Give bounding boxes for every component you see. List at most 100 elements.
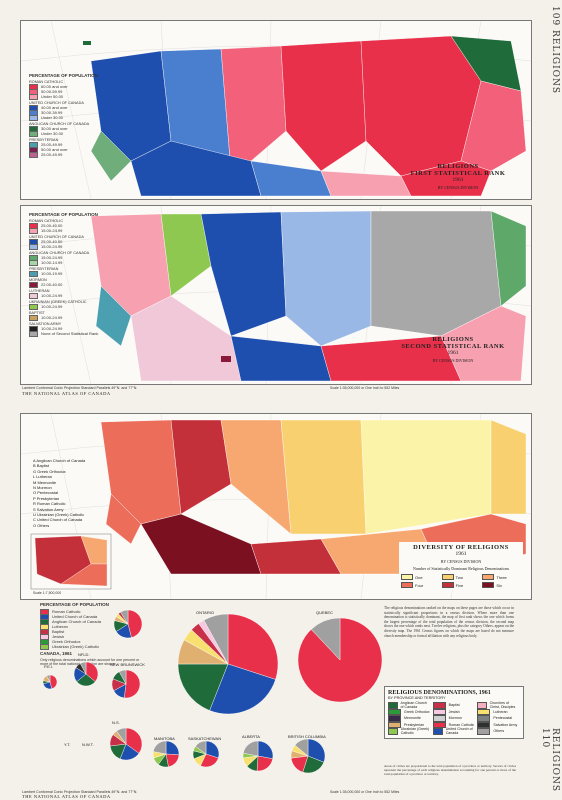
pies-legend-label: Lutheran (52, 624, 68, 629)
pie-slice-ontario (203, 613, 229, 665)
pie-slice-british-columbia (307, 738, 326, 763)
map2-legend-item: 10.00-24.99 (29, 292, 98, 299)
denomination-item: S Salvation Army (33, 506, 64, 512)
map2-swatch (29, 330, 38, 337)
pies-legend-label: Greek Orthodox (52, 639, 81, 644)
pie-slice-manitoba (152, 740, 167, 755)
map2-title: RELIGIONS SECOND STATISTICAL RANK 1961 B… (393, 336, 513, 363)
canada-note: Only religious denominations which accou… (40, 658, 140, 667)
rd-legend-item: Baptist (432, 702, 476, 709)
rd-legend-item: Others (477, 728, 520, 735)
pie-slice-alberta (257, 740, 274, 760)
map2-swatch (29, 292, 38, 299)
label-yt: Y.T. (64, 742, 71, 747)
label-bc: BRITISH COLUMBIA (288, 734, 326, 739)
denomination-item: U Ukrainian (Greek) Catholic (33, 512, 85, 518)
credit-bottom: Lambert Conformal Conic Projection Stand… (22, 790, 138, 794)
map2-swatch (29, 314, 38, 321)
pie-slice-p-e-i (49, 674, 58, 690)
label-nfld: NFLD. (78, 652, 90, 657)
pie-slice-new-brunswick (118, 669, 127, 685)
map1-legend-item: Under 30.00 (29, 114, 98, 121)
rd-footnote: Areas of circles are proportional to the… (384, 764, 516, 776)
map2-legend-label: 10.00-14.99 (41, 260, 63, 265)
pie-slice-alberta (256, 755, 273, 772)
label-sask: SASKATCHEWAN (188, 736, 222, 741)
rd-legend-label: Presbyterian (404, 722, 425, 727)
pies-legend-label: Ukrainian (Greek) Catholic (52, 644, 100, 649)
rd-swatch (477, 715, 491, 722)
atlas-top: THE NATIONAL ATLAS OF CANADA (22, 391, 111, 396)
pies-legend-label: United Church of Canada (52, 614, 98, 619)
rd-swatch (432, 715, 446, 722)
rd-swatch (388, 708, 401, 715)
map1-swatch (29, 114, 38, 121)
diversity-swatch (482, 574, 495, 580)
pies-legend-label: Jewish (52, 634, 65, 639)
pie-slice-new-brunswick (124, 669, 141, 699)
rd-swatch (388, 721, 401, 728)
pies-svg (42, 609, 383, 774)
map1-swatch (29, 130, 38, 137)
rd-legend-item: Greek Orthodox (388, 708, 431, 715)
map2-legend-head: PERCENTAGE OF POPULATION (29, 212, 98, 217)
explanatory-text: The religious denominations ranked on th… (384, 606, 514, 638)
map2-swatch (29, 243, 38, 250)
map2-group-label: BAPTIST (29, 311, 45, 315)
map2-swatch (29, 227, 38, 234)
rd-legend-label: Churches of Christ, Disciples (489, 701, 516, 710)
diversity-legend-item: Two (441, 574, 481, 580)
credit-top: Lambert Conformal Conic Projection Stand… (22, 386, 138, 390)
diversity-legend-item: Three (482, 574, 521, 580)
map2-legend-label: 10.00-24.99 (41, 326, 63, 331)
map1-legend-label: 30.00-39.99 (41, 110, 63, 115)
label-pei: P.E.I. (44, 664, 54, 669)
rd-legend-item: Lutheran (477, 708, 520, 715)
diversity-swatch (482, 582, 495, 588)
page-number-bottom: RELIGIONS 110 (540, 728, 560, 793)
map2-legend-label: 25.00-40.00 (41, 223, 63, 228)
rd-legend-label: Ukrainian (Greek) Catholic (400, 727, 430, 736)
inset-scale: Scale 1:7,500,000 (33, 591, 62, 595)
rd-legend-item: United Church of Canada (432, 727, 476, 736)
map1-legend-label: Under 30.00 (41, 131, 64, 136)
pies-legend-item: Ukrainian (Greek) Catholic (40, 643, 140, 650)
diversity-legend-label: Three (496, 574, 507, 580)
map1-swatch (29, 93, 38, 100)
pie-slice-ontario (177, 663, 229, 711)
pies-area: PERCENTAGE OF POPULATION Roman Catholic U… (20, 602, 530, 790)
map1-group-label: ROMAN CATHOLIC (29, 80, 64, 84)
map2-group-label: LUTHERAN (29, 289, 50, 293)
rd-swatch (432, 702, 446, 709)
rd-subtitle: BY PROVINCE AND TERRITORY (388, 696, 446, 700)
map2-legend-item: 10.00-14.99 (29, 259, 98, 266)
map1-legend-label: 30.00 and over (41, 126, 68, 131)
map2-legend-item: 15.00-24.99 (29, 227, 98, 234)
pies-legend-head: PERCENTAGE OF POPULATION (40, 602, 109, 607)
map-first-rank-svg (21, 21, 531, 199)
map-second-rank: PERCENTAGE OF POPULATION ROMAN CATHOLIC 2… (20, 205, 532, 385)
pie-slice-alberta (243, 740, 259, 757)
rd-legend-label: United Church of Canada (445, 727, 473, 736)
map1-title: RELIGIONS FIRST STATISTICAL RANK 1961 BY… (403, 163, 513, 190)
rd-legend-item: Pentecostal (477, 715, 520, 722)
denomination-item: O Others (33, 522, 50, 528)
scale-bottom: Scale 1:35,000,000 or One Inch to 552 Mi… (330, 790, 400, 794)
map1-legend-label: 25.00-49.99 (41, 142, 63, 147)
rd-swatch (477, 708, 491, 715)
map1-legend-label: 25.00-49.99 (41, 152, 63, 157)
map2-group-label: PRESBYTERIAN (29, 267, 59, 271)
rd-legend-item: Mormon (432, 715, 476, 722)
rd-swatch (477, 702, 487, 709)
map2-group-label: ANGLICAN CHURCH OF CANADA (29, 251, 90, 255)
map2-legend-item: 22.00-40.00 (29, 281, 98, 288)
pie-slice-nfld (79, 661, 87, 675)
diversity-legend-item: One (401, 574, 440, 580)
map2-swatch (29, 259, 38, 266)
map2-group-label: UKRAINIAN (Greek) CATHOLIC (29, 300, 87, 304)
rd-legend-label: Greek Orthodox (404, 709, 430, 714)
label-nwt: N.W.T. (82, 742, 94, 747)
diversity-swatch (441, 582, 454, 588)
pie-slice-british-columbia (294, 738, 309, 757)
